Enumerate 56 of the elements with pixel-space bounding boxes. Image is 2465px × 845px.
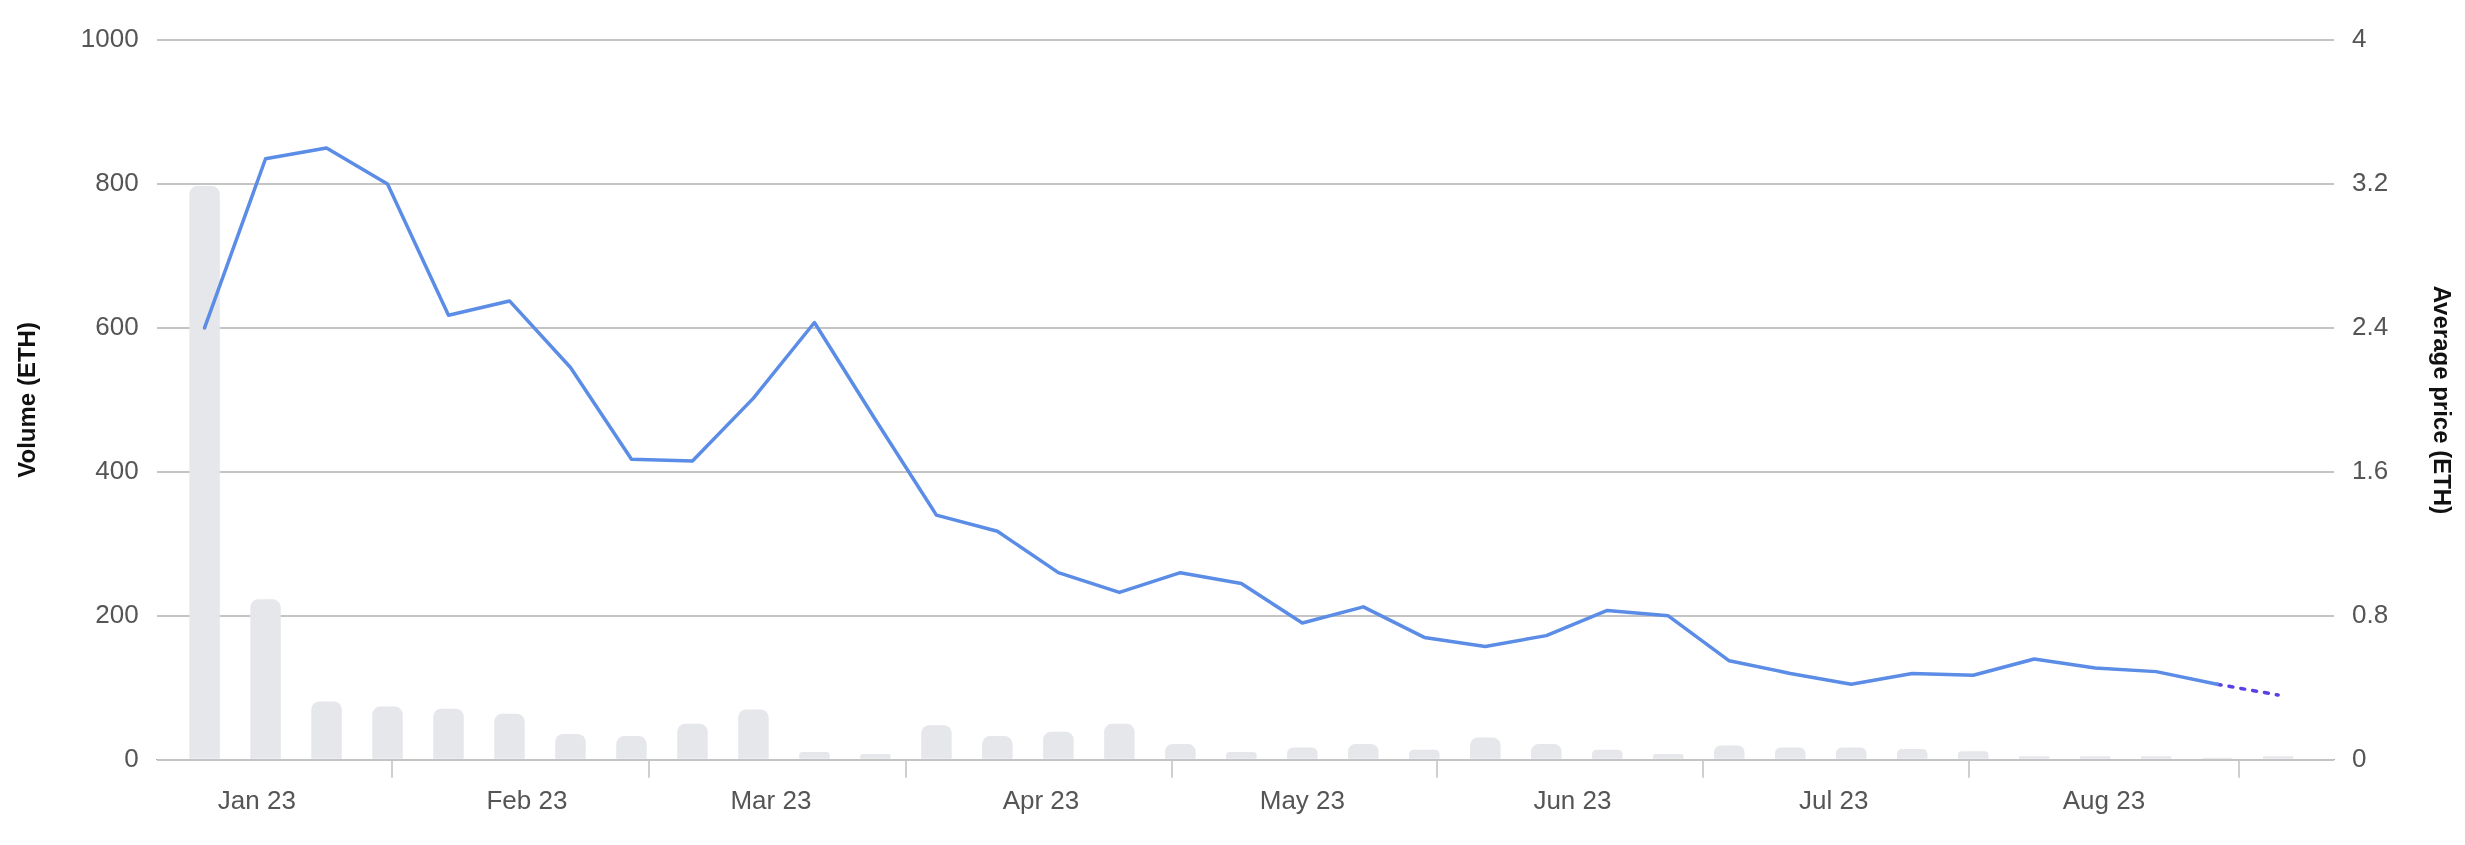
bar: [1592, 749, 1623, 759]
y2-tick-label: 3.2: [2352, 167, 2389, 198]
y-tick-label: 1000: [80, 23, 139, 54]
bar: [555, 733, 586, 759]
bar: [1531, 743, 1562, 759]
y2-tick-label: 0: [2352, 742, 2367, 773]
bar: [677, 723, 708, 759]
y2-tick-label: 2.4: [2352, 311, 2389, 342]
y2-axis-title: Average price (ETH): [2428, 285, 2456, 515]
x-tick-label: Jan 23: [217, 784, 296, 815]
y-tick-label: 0: [124, 742, 139, 773]
y2-tick-label: 0.8: [2352, 599, 2389, 630]
bar: [1043, 731, 1074, 759]
x-tick-label: Feb 23: [486, 784, 568, 815]
bar: [1835, 747, 1867, 759]
bar: [982, 736, 1013, 759]
bar: [1653, 754, 1684, 759]
y-tick-label: 800: [95, 167, 139, 198]
bar: [1348, 743, 1379, 759]
bar: [799, 751, 830, 759]
y-axis-title: Volume (ETH): [13, 322, 41, 478]
bar: [494, 713, 525, 759]
x-tick-label: Mar 23: [730, 784, 812, 815]
bar: [250, 599, 281, 759]
y2-tick-label: 4: [2352, 23, 2367, 54]
bar: [1409, 749, 1440, 759]
bar: [1104, 723, 1135, 759]
y-tick-label: 600: [95, 311, 139, 342]
bar: [921, 725, 952, 759]
x-tick-label: May 23: [1259, 784, 1345, 815]
bar: [2079, 756, 2111, 759]
y-tick-label: 400: [95, 455, 139, 486]
bar: [1470, 737, 1501, 759]
bar: [1957, 751, 1989, 759]
bar: [1165, 743, 1196, 759]
bar: [1226, 751, 1257, 759]
bar: [738, 709, 769, 759]
bar: [2140, 756, 2172, 759]
bar: [1287, 747, 1318, 759]
bar: [2262, 756, 2294, 759]
bar: [860, 754, 891, 759]
y-tick-label: 200: [95, 599, 139, 630]
x-tick-label: Jul 23: [1799, 784, 1869, 815]
bar: [311, 701, 342, 759]
bar: [433, 708, 464, 759]
bar: [1714, 745, 1745, 759]
x-tick-label: Apr 23: [1002, 784, 1080, 815]
bar: [189, 186, 220, 759]
bar: [1896, 749, 1928, 759]
bar: [616, 736, 647, 759]
bar: [372, 706, 403, 759]
bar: [1775, 747, 1806, 759]
x-tick-label: Jun 23: [1533, 784, 1612, 815]
bar: [2018, 756, 2050, 759]
y2-tick-label: 1.6: [2352, 455, 2389, 486]
x-tick-label: Aug 23: [2062, 784, 2146, 815]
